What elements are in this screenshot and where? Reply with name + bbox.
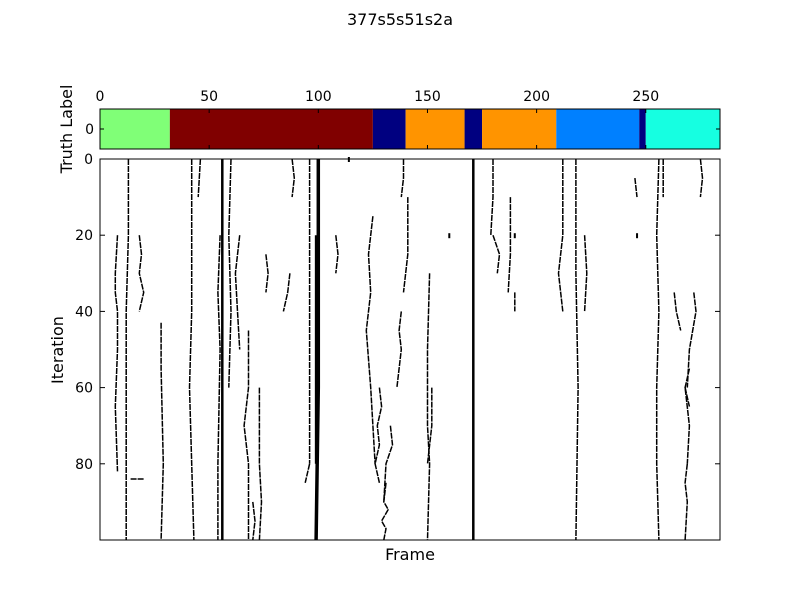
truth-label-frame (99, 108, 721, 150)
raster-tick-marks: 0 20 40 60 80 (75, 152, 720, 473)
trace-44 (655, 158, 660, 541)
trace-1 (114, 235, 119, 472)
strip-x-tick-label-5: 250 (632, 89, 659, 105)
raster-y-tick-label-3: 60 (75, 381, 93, 397)
strip-x-tick-label-0: 0 (96, 89, 105, 105)
truth-label-strip (100, 109, 720, 149)
trace-46 (673, 292, 682, 331)
trace-15 (291, 158, 296, 198)
trace-49 (686, 292, 697, 388)
trace-20 (304, 463, 311, 483)
trace-5 (188, 159, 195, 541)
trace-14 (265, 254, 269, 293)
iteration-raster-plot (114, 157, 704, 541)
truth-label-y-axis-label: Truth Label (57, 85, 76, 175)
trace-16 (282, 273, 291, 312)
truth-segment-3 (405, 109, 465, 149)
trace-30 (426, 273, 431, 541)
trace-42 (634, 178, 638, 198)
trace-28 (400, 159, 405, 198)
trace-0 (125, 159, 130, 540)
trace-31 (426, 387, 433, 464)
truth-segment-2 (372, 109, 406, 149)
trace-41 (583, 235, 588, 312)
trace-13 (252, 501, 256, 541)
trace-26 (383, 425, 394, 502)
trace-27 (396, 311, 403, 388)
strip-tick-marks: 0 50 100 150 200 250 0 (85, 89, 720, 149)
truth-segment-5 (482, 109, 557, 149)
trace-11 (243, 330, 250, 540)
trace-8 (217, 235, 221, 540)
trace-9 (228, 158, 232, 388)
trace-35 (492, 234, 501, 274)
trace-2 (138, 235, 145, 312)
raster-y-tick-label-2: 40 (75, 304, 93, 320)
trace-40 (575, 159, 579, 541)
trace-37 (513, 233, 516, 239)
chart-title: 377s5s51s2a (347, 10, 453, 29)
raster-y-tick-label-0: 0 (84, 152, 93, 168)
trace-43 (636, 233, 639, 239)
trace-4 (160, 322, 165, 541)
strip-x-tick-label-1: 50 (200, 89, 218, 105)
truth-segment-6 (556, 109, 640, 149)
strip-y-tick-label-0: 0 (85, 122, 94, 138)
trace-29 (402, 197, 409, 293)
trace-39 (557, 159, 564, 312)
strip-x-tick-label-2: 100 (305, 89, 332, 105)
truth-segment-8 (645, 109, 720, 149)
strip-x-tick-label-4: 200 (523, 89, 550, 105)
trace-51 (684, 387, 691, 407)
trace-32 (448, 233, 451, 239)
truth-segment-4 (464, 109, 483, 149)
raster-plot-frame (99, 158, 721, 541)
truth-segment-7 (639, 109, 646, 149)
strip-x-tick-label-3: 150 (414, 89, 441, 105)
truth-segment-0 (100, 109, 170, 149)
trace-21 (335, 235, 339, 274)
trace-23 (365, 216, 376, 464)
raster-y-tick-label-4: 80 (75, 457, 93, 473)
raster-y-axis-label: Iteration (48, 316, 67, 384)
trace-19 (314, 159, 321, 541)
trace-50 (699, 158, 704, 198)
trace-24 (374, 387, 383, 483)
trace-36 (507, 197, 512, 293)
trace-12 (258, 387, 263, 541)
raster-y-tick-label-1: 20 (75, 228, 93, 244)
trace-10 (234, 235, 241, 350)
trace-6 (197, 158, 202, 198)
truth-segment-1 (169, 109, 373, 149)
raster-x-axis-label: Frame (385, 545, 435, 564)
trace-48 (684, 463, 689, 541)
trace-34 (490, 159, 494, 236)
